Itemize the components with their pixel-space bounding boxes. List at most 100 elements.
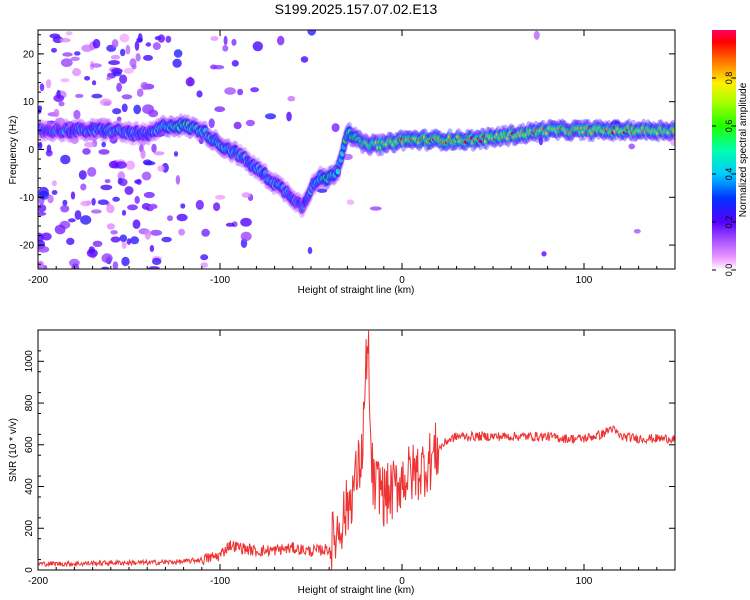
heatmap-cell bbox=[150, 229, 163, 236]
heatmap-cell bbox=[59, 37, 71, 43]
colorbar-ticks: 0.0 0.2 0.4 0.6 0.8 bbox=[712, 72, 736, 277]
heatmap-cell bbox=[161, 236, 172, 243]
heatmap-cells bbox=[38, 30, 675, 269]
heatmap-cell bbox=[215, 194, 226, 200]
heatmap-cell bbox=[210, 36, 219, 41]
heatmap-cell bbox=[231, 38, 237, 46]
heatmap-cell bbox=[38, 105, 43, 112]
heatmap-cell bbox=[70, 191, 76, 200]
colorbar-gradient bbox=[712, 30, 736, 270]
heatmap-cell bbox=[369, 206, 382, 211]
y-tick-label: 400 bbox=[24, 478, 35, 495]
heatmap-cell bbox=[134, 195, 140, 204]
heatmap-cell bbox=[65, 31, 73, 36]
heatmap-cell bbox=[74, 51, 81, 56]
heatmap-cell bbox=[54, 224, 66, 235]
heatmap-cell bbox=[129, 58, 137, 68]
heatmap-cell bbox=[317, 188, 328, 193]
heatmap-cell bbox=[91, 209, 102, 214]
heatmap-cell bbox=[106, 204, 115, 214]
x-tick-label: 100 bbox=[576, 275, 593, 286]
heatmap-cell bbox=[125, 44, 131, 55]
heatmap-cell bbox=[633, 229, 641, 234]
heatmap-cell bbox=[38, 141, 43, 150]
heatmap-cell bbox=[307, 30, 316, 36]
heatmap-ylabel: Frequency (Hz) bbox=[8, 116, 19, 185]
heatmap-cell bbox=[287, 95, 296, 102]
heatmap-cell bbox=[286, 111, 292, 122]
heatmap-cell bbox=[628, 143, 635, 150]
heatmap-cell bbox=[51, 190, 58, 195]
heatmap-cell bbox=[127, 204, 138, 211]
heatmap-cell bbox=[152, 42, 161, 50]
heatmap-cell bbox=[210, 64, 218, 70]
heatmap-cell bbox=[111, 39, 119, 48]
heatmap-cell bbox=[252, 41, 263, 52]
heatmap-cell bbox=[71, 263, 80, 269]
heatmap-cell bbox=[75, 93, 84, 98]
colorbar-tick-label: 0.4 bbox=[724, 168, 734, 181]
heatmap-cell bbox=[90, 63, 102, 68]
heatmap-cell bbox=[233, 121, 242, 130]
heatmap-cell bbox=[144, 229, 151, 240]
heatmap-cell bbox=[120, 48, 126, 57]
x-tick-label: -100 bbox=[210, 275, 230, 286]
heatmap-cell bbox=[60, 58, 73, 67]
snr-series-line bbox=[38, 330, 675, 570]
heatmap-cell bbox=[148, 109, 159, 118]
heatmap-cell bbox=[60, 154, 71, 165]
heatmap-cell bbox=[136, 88, 144, 98]
x-tick-label: 0 bbox=[399, 576, 405, 587]
heatmap-cell bbox=[307, 246, 313, 255]
heatmap-cell bbox=[173, 49, 183, 58]
heatmap-cell bbox=[119, 234, 128, 242]
heatmap-cell bbox=[112, 108, 122, 115]
heatmap-cell bbox=[143, 54, 153, 61]
heatmap-cell bbox=[101, 141, 106, 148]
heatmap-cell bbox=[195, 199, 204, 210]
heatmap-cell bbox=[200, 254, 209, 261]
heatmap-cell bbox=[51, 47, 57, 53]
snr-frame bbox=[37, 329, 676, 571]
heatmap-cell bbox=[141, 171, 152, 181]
heatmap-cell bbox=[38, 211, 47, 216]
colorbar-tick-label: 0.2 bbox=[724, 216, 734, 229]
y-tick-label: 0 bbox=[24, 567, 35, 573]
colorbar-tick-label: 0.0 bbox=[724, 264, 734, 277]
heatmap-cell bbox=[100, 184, 113, 191]
heatmap-cell bbox=[132, 219, 141, 229]
heatmap-cell bbox=[38, 204, 47, 213]
heatmap-cell bbox=[145, 42, 152, 47]
heatmap-cell bbox=[240, 231, 252, 242]
y-tick-label: 0 bbox=[28, 145, 34, 156]
heatmap-cell bbox=[245, 119, 255, 127]
heatmap-cell bbox=[208, 118, 215, 128]
heatmap-cell bbox=[101, 266, 110, 269]
figure-title: S199.2025.157.07.02.E13 bbox=[275, 1, 438, 17]
heatmap-cell bbox=[116, 116, 122, 122]
heatmap-cell bbox=[140, 149, 146, 159]
heatmap-cell bbox=[49, 33, 61, 39]
snr-ylabel: SNR (10 * v/v) bbox=[8, 418, 19, 482]
heatmap-cell bbox=[142, 159, 153, 166]
heatmap-cell bbox=[121, 209, 127, 216]
heatmap-cell bbox=[106, 223, 115, 230]
heatmap-cell bbox=[73, 109, 81, 120]
heatmap-cell bbox=[116, 82, 122, 93]
heatmap-cell bbox=[133, 104, 142, 115]
y-tick-label: -10 bbox=[20, 193, 35, 204]
heatmap-cell bbox=[97, 199, 109, 205]
colorbar: 0.0 0.2 0.4 0.6 0.8 Normalized spectral ampl… bbox=[712, 30, 749, 276]
heatmap-cell bbox=[134, 179, 141, 184]
heatmap-cell bbox=[130, 236, 140, 245]
x-tick-label: -100 bbox=[210, 576, 230, 587]
heatmap-cell bbox=[53, 108, 60, 118]
heatmap-cell bbox=[104, 179, 111, 184]
heatmap-cell bbox=[187, 76, 193, 87]
y-tick-label: -20 bbox=[20, 241, 35, 252]
heatmap-cell bbox=[126, 238, 132, 245]
heatmap-cell bbox=[82, 148, 91, 155]
heatmap-cell bbox=[277, 35, 285, 46]
y-tick-label: 10 bbox=[23, 97, 35, 108]
